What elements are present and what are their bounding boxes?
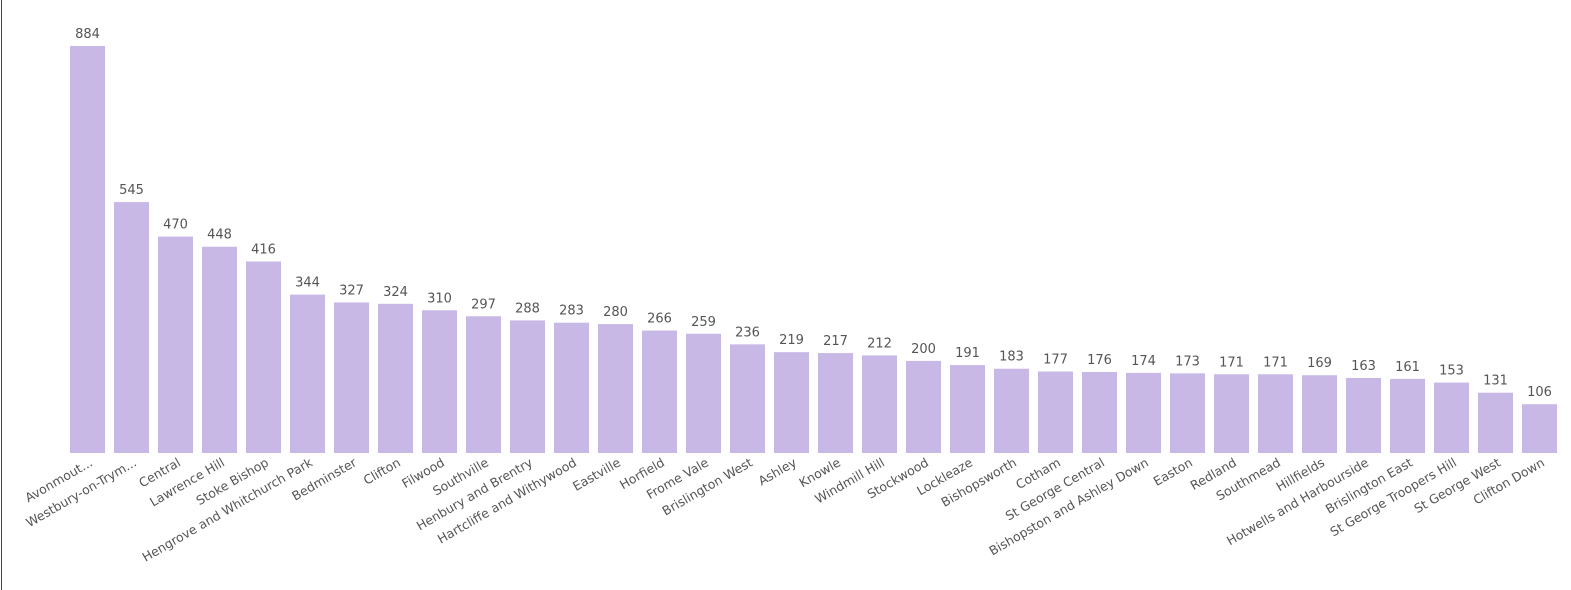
data-label: 236 xyxy=(735,325,760,340)
bar[interactable] xyxy=(378,303,413,453)
bar[interactable] xyxy=(1082,371,1117,453)
data-label: 259 xyxy=(691,315,716,330)
bar[interactable] xyxy=(334,302,369,453)
bar[interactable] xyxy=(1126,372,1161,453)
bar[interactable] xyxy=(202,246,237,453)
bar[interactable] xyxy=(1346,377,1381,453)
bar[interactable] xyxy=(686,333,721,453)
bar[interactable] xyxy=(1434,382,1469,453)
bar[interactable] xyxy=(598,324,633,453)
bar[interactable] xyxy=(862,355,897,453)
data-label: 106 xyxy=(1527,385,1552,400)
bar[interactable] xyxy=(1302,375,1337,453)
category-label: Eastville xyxy=(570,454,623,493)
data-label: 171 xyxy=(1263,355,1288,370)
data-label: 545 xyxy=(119,183,144,198)
data-label: 177 xyxy=(1043,353,1068,368)
bar[interactable] xyxy=(70,46,105,453)
bar[interactable] xyxy=(1522,404,1557,453)
bar[interactable] xyxy=(994,368,1029,453)
data-label: 283 xyxy=(559,304,584,319)
data-label: 327 xyxy=(339,283,364,298)
data-label: 200 xyxy=(911,342,936,357)
data-label: 169 xyxy=(1307,356,1332,371)
bar[interactable] xyxy=(1258,374,1293,453)
category-label: Easton xyxy=(1151,455,1195,489)
bar[interactable] xyxy=(422,310,457,453)
bar[interactable] xyxy=(818,353,853,453)
data-label: 266 xyxy=(647,312,672,327)
data-label: 448 xyxy=(207,228,232,243)
data-label: 173 xyxy=(1175,354,1200,369)
data-label: 288 xyxy=(515,301,540,316)
data-label: 131 xyxy=(1483,374,1508,389)
bar[interactable] xyxy=(510,320,545,453)
category-label: Clifton xyxy=(361,455,403,488)
bar[interactable] xyxy=(774,352,809,453)
data-label: 161 xyxy=(1395,360,1420,375)
bar[interactable] xyxy=(158,236,193,453)
data-label: 163 xyxy=(1351,359,1376,374)
frame-left-border xyxy=(1,0,2,590)
bar[interactable] xyxy=(1390,378,1425,453)
bar[interactable] xyxy=(906,360,941,453)
bar[interactable] xyxy=(114,202,149,453)
bar[interactable] xyxy=(1478,392,1513,453)
bar[interactable] xyxy=(950,365,985,453)
data-label: 344 xyxy=(295,276,320,291)
bar[interactable] xyxy=(290,294,325,453)
data-label: 297 xyxy=(471,297,496,312)
category-label: Ashley xyxy=(756,454,800,488)
data-label: 324 xyxy=(383,285,408,300)
bar[interactable] xyxy=(246,261,281,453)
category-label: Bishopsworth xyxy=(938,455,1019,510)
data-label: 174 xyxy=(1131,354,1156,369)
bar[interactable] xyxy=(730,344,765,453)
bar[interactable] xyxy=(1214,374,1249,453)
data-label: 219 xyxy=(779,333,804,348)
data-label: 310 xyxy=(427,291,452,306)
bar[interactable] xyxy=(554,322,589,453)
bar[interactable] xyxy=(1170,373,1205,453)
data-label: 153 xyxy=(1439,364,1464,379)
bar[interactable] xyxy=(1038,371,1073,453)
data-label: 280 xyxy=(603,305,628,320)
data-label: 171 xyxy=(1219,355,1244,370)
data-label: 416 xyxy=(251,242,276,257)
data-label: 217 xyxy=(823,334,848,349)
bar[interactable] xyxy=(642,330,677,453)
data-label: 191 xyxy=(955,346,980,361)
data-label: 212 xyxy=(867,336,892,351)
data-label: 884 xyxy=(75,27,100,42)
data-label: 176 xyxy=(1087,353,1112,368)
data-label: 470 xyxy=(163,218,188,233)
bar[interactable] xyxy=(466,316,501,453)
data-label: 183 xyxy=(999,350,1024,365)
